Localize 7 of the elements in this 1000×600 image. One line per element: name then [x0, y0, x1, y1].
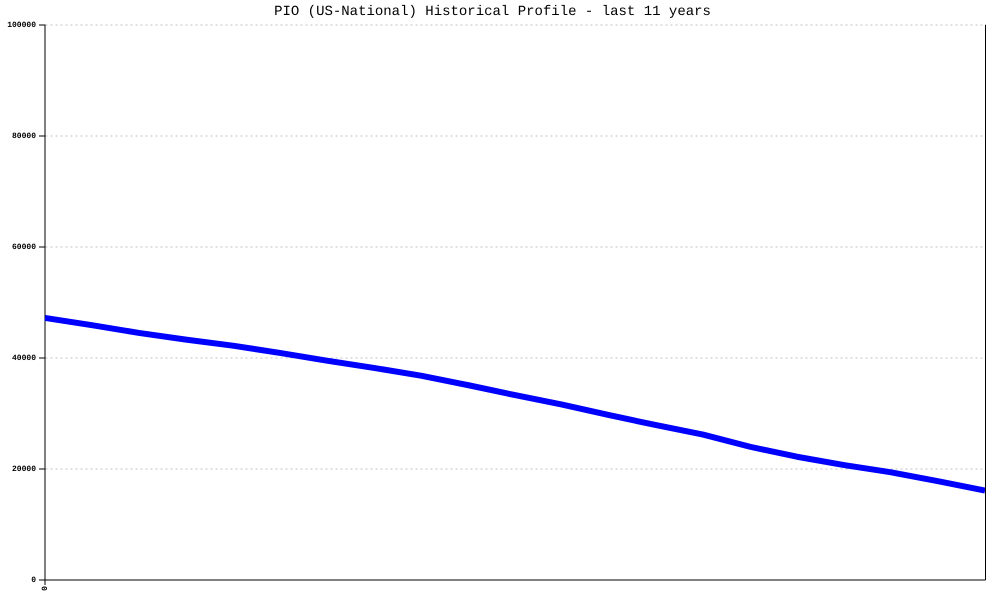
chart-title: PIO (US-National) Historical Profile - last 11 years — [274, 4, 711, 20]
y-tick-label: 100000 — [7, 20, 36, 30]
y-tick-label: 40000 — [12, 354, 36, 363]
y-tick-label: 80000 — [12, 132, 36, 141]
y-tick-label: 20000 — [12, 464, 36, 474]
y-tick-label: 0 — [31, 576, 36, 586]
y-tick-label: 60000 — [12, 242, 36, 252]
